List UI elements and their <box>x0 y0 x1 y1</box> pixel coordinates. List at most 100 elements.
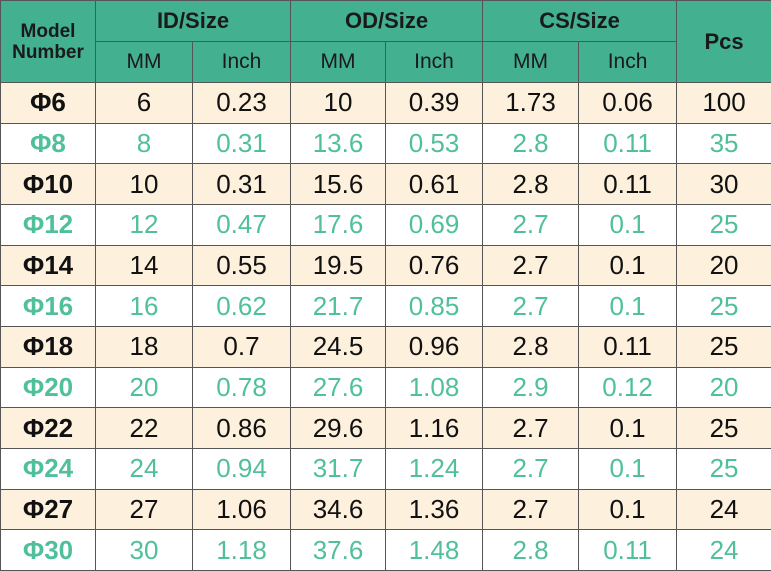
value-cell: 2.8 <box>482 163 580 205</box>
value-cell: 0.69 <box>385 203 484 246</box>
value-cell: 1.48 <box>385 529 484 571</box>
value-cell: 0.12 <box>578 366 678 409</box>
value-cell: 1.18 <box>191 529 292 571</box>
value-cell: 1.36 <box>385 488 484 531</box>
value-cell: 0.1 <box>578 488 678 531</box>
value-cell: 17.6 <box>290 203 387 246</box>
value-cell: 0.31 <box>191 163 292 205</box>
value-cell: 0.76 <box>385 244 484 287</box>
table-row: Φ30 30 1.18 37.6 1.48 2.8 0.11 24 <box>0 529 771 571</box>
table-row: Φ22 22 0.86 29.6 1.16 2.7 0.1 25 <box>0 407 771 449</box>
value-cell: 1.06 <box>191 488 292 531</box>
value-cell: 16 <box>95 285 193 327</box>
table-row: Φ18 18 0.7 24.5 0.96 2.8 0.11 25 <box>0 325 771 368</box>
value-cell: 0.1 <box>578 203 678 246</box>
table-row: Φ24 24 0.94 31.7 1.24 2.7 0.1 25 <box>0 447 771 490</box>
value-cell: 0.11 <box>578 163 678 205</box>
value-cell: 6 <box>95 82 193 124</box>
value-cell: 27 <box>95 488 193 531</box>
value-cell: 2.7 <box>482 203 580 246</box>
group-header: ID/Size <box>94 0 292 42</box>
value-cell: 24.5 <box>290 325 387 368</box>
value-cell: 0.1 <box>578 407 678 449</box>
value-cell: 0.47 <box>191 203 292 246</box>
table-row: Φ6 6 0.23 10 0.39 1.73 0.06 100 <box>0 82 771 124</box>
value-cell: 0.7 <box>191 325 292 368</box>
value-cell: 25 <box>676 285 771 327</box>
model-cell: Φ14 <box>0 244 96 287</box>
model-cell: Φ16 <box>0 285 96 327</box>
model-cell: Φ20 <box>0 366 96 409</box>
table-body: Φ6 6 0.23 10 0.39 1.73 0.06 100 Φ8 8 0.31 13.6 0.53 2… <box>0 82 771 571</box>
table-row: Φ14 14 0.55 19.5 0.76 2.7 0.1 20 <box>0 244 771 287</box>
value-cell: 0.96 <box>385 325 484 368</box>
value-cell: 0.78 <box>191 366 292 409</box>
model-cell: Φ24 <box>0 447 96 490</box>
value-cell: 0.11 <box>578 325 678 368</box>
unit-header: Inch <box>385 41 484 83</box>
value-cell: 0.94 <box>191 447 292 490</box>
table-row: Φ16 16 0.62 21.7 0.85 2.7 0.1 25 <box>0 285 771 327</box>
value-cell: 25 <box>676 407 771 449</box>
value-cell: 15.6 <box>290 163 387 205</box>
value-cell: 1.73 <box>482 82 580 124</box>
value-cell: 2.8 <box>482 529 580 571</box>
unit-header: MM <box>290 41 387 83</box>
value-cell: 18 <box>95 325 193 368</box>
model-cell: Φ12 <box>0 203 96 246</box>
value-cell: 0.06 <box>578 82 678 124</box>
table-row: Φ8 8 0.31 13.6 0.53 2.8 0.11 35 <box>0 122 771 165</box>
table-row: Φ27 27 1.06 34.6 1.36 2.7 0.1 24 <box>0 488 771 531</box>
value-cell: 0.86 <box>191 407 292 449</box>
value-cell: 24 <box>676 529 771 571</box>
value-cell: 2.7 <box>482 447 580 490</box>
value-cell: 22 <box>95 407 193 449</box>
unit-row: MM Inch MM Inch MM Inch <box>1 41 771 83</box>
value-cell: 2.8 <box>482 122 580 165</box>
value-cell: 0.31 <box>191 122 292 165</box>
value-cell: 2.7 <box>482 285 580 327</box>
model-cell: Φ8 <box>0 122 96 165</box>
value-cell: 0.23 <box>191 82 292 124</box>
value-cell: 2.7 <box>482 244 580 287</box>
value-cell: 24 <box>676 488 771 531</box>
value-cell: 1.24 <box>385 447 484 490</box>
value-cell: 8 <box>95 122 193 165</box>
unit-header: MM <box>95 41 193 83</box>
value-cell: 2.9 <box>482 366 580 409</box>
value-cell: 30 <box>676 163 771 205</box>
pcs-header: Pcs <box>676 0 771 83</box>
unit-header: Inch <box>191 41 292 83</box>
value-cell: 0.39 <box>385 82 484 124</box>
model-cell: Φ18 <box>0 325 96 368</box>
value-cell: 24 <box>95 447 193 490</box>
value-cell: 25 <box>676 325 771 368</box>
value-cell: 29.6 <box>290 407 387 449</box>
header-row: Model Number ID/Size OD/Size CS/Size Pcs <box>0 0 771 83</box>
model-header: Model Number <box>0 0 96 83</box>
unit-header: Inch <box>578 41 678 83</box>
group-header: OD/Size <box>290 0 484 42</box>
value-cell: 0.11 <box>578 122 678 165</box>
model-cell: Φ27 <box>0 488 96 531</box>
table-row: Φ10 10 0.31 15.6 0.61 2.8 0.11 30 <box>0 163 771 205</box>
model-cell: Φ22 <box>0 407 96 449</box>
value-cell: 0.55 <box>191 244 292 287</box>
value-cell: 30 <box>95 529 193 571</box>
value-cell: 0.62 <box>191 285 292 327</box>
value-cell: 0.61 <box>385 163 484 205</box>
model-cell: Φ6 <box>0 82 96 124</box>
value-cell: 0.1 <box>578 285 678 327</box>
model-cell: Φ30 <box>0 529 96 571</box>
table-row: Φ12 12 0.47 17.6 0.69 2.7 0.1 25 <box>0 203 771 246</box>
model-cell: Φ10 <box>0 163 96 205</box>
value-cell: 2.7 <box>482 488 580 531</box>
value-cell: 31.7 <box>290 447 387 490</box>
value-cell: 1.08 <box>385 366 484 409</box>
value-cell: 19.5 <box>290 244 387 287</box>
value-cell: 10 <box>290 82 387 124</box>
value-cell: 100 <box>676 82 771 124</box>
value-cell: 20 <box>676 244 771 287</box>
value-cell: 37.6 <box>290 529 387 571</box>
